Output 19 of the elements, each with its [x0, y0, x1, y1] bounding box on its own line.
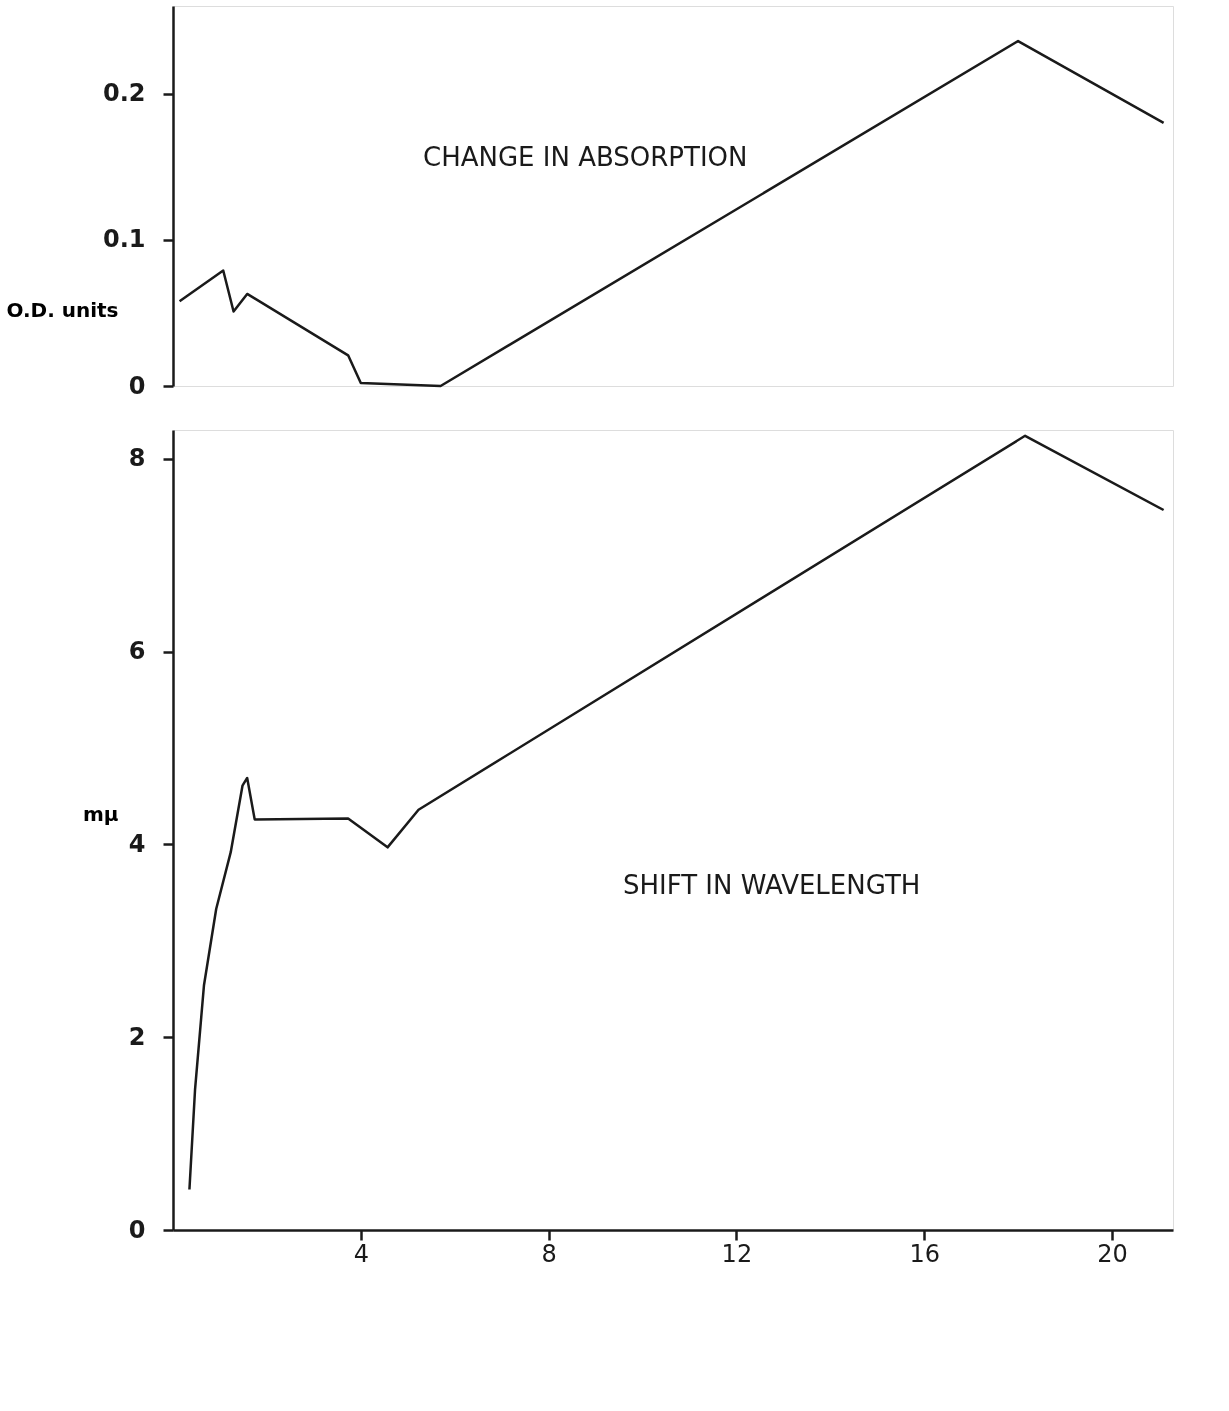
x-tick-label: 8 [541, 1239, 557, 1268]
y-tick-label: 4 [128, 829, 146, 858]
y-tick-label: 0 [128, 371, 146, 400]
y-tick-label: 2 [128, 1022, 146, 1051]
line-series [188, 434, 1165, 1191]
y-axis-title: O.D. units [6, 297, 119, 322]
y-tick-label: 0 [128, 1215, 146, 1244]
x-tick-label: 12 [721, 1239, 753, 1268]
y-tick-label: 8 [128, 444, 146, 473]
line-series [178, 39, 1165, 388]
y-axis-title: mμ [82, 801, 119, 826]
y-tick-label: 0.2 [102, 79, 146, 108]
x-tick-label: 4 [353, 1239, 369, 1268]
x-tick-label: 16 [909, 1239, 940, 1268]
x-tick-label: 20 [1097, 1239, 1128, 1268]
annotation: SHIFT IN WAVELENGTH [623, 870, 921, 900]
y-tick-label: 0.1 [102, 225, 146, 254]
y-tick-label: 6 [128, 637, 146, 666]
annotation: CHANGE IN ABSORPTION [423, 142, 748, 172]
